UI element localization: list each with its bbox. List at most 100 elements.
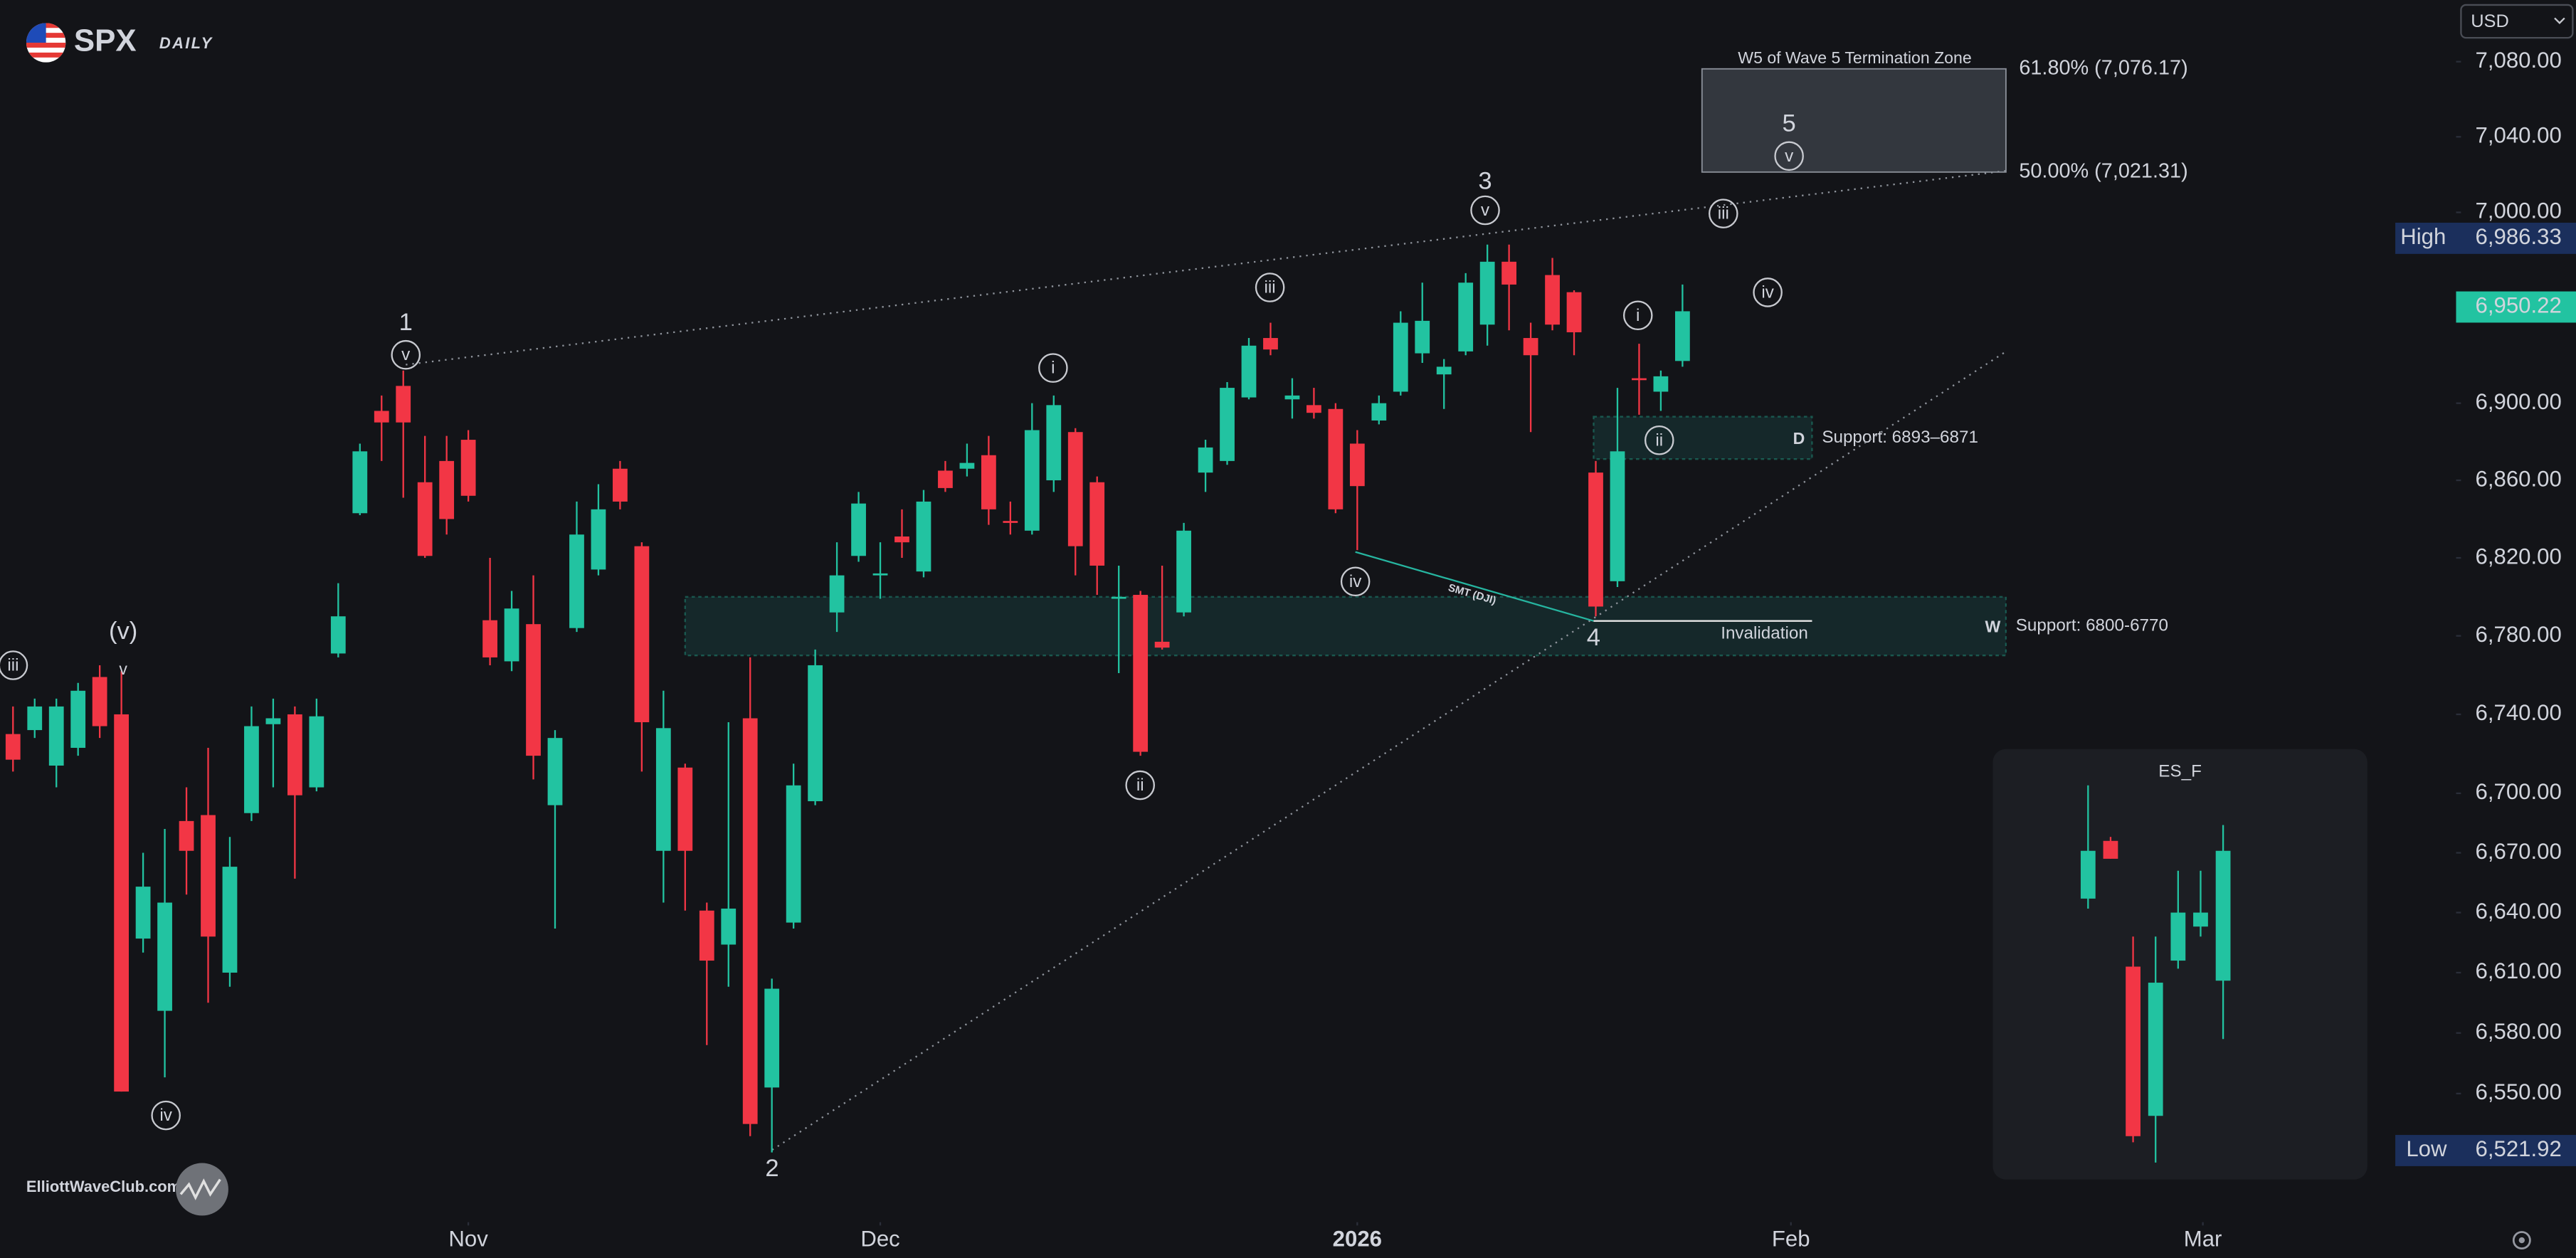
currency-box[interactable] bbox=[2460, 4, 2574, 39]
candle-body bbox=[2126, 966, 2140, 1136]
candle-body bbox=[808, 665, 823, 802]
candle-body bbox=[677, 767, 693, 851]
candle-body bbox=[504, 608, 519, 662]
candle-body bbox=[569, 534, 584, 628]
wave-circle bbox=[1470, 195, 1500, 226]
support-zone bbox=[684, 596, 2007, 657]
logo: SPX DAILY bbox=[26, 23, 213, 63]
candle-body bbox=[981, 455, 996, 509]
termination-zone bbox=[1701, 68, 2007, 173]
logo-subtitle: DAILY bbox=[159, 34, 213, 52]
candles-layer bbox=[5, 244, 1690, 1153]
wave-circle bbox=[1709, 199, 1738, 228]
candle-body bbox=[330, 616, 346, 654]
support-zone bbox=[1593, 416, 1813, 460]
candle-body bbox=[829, 575, 845, 613]
candle-body bbox=[894, 536, 909, 543]
candle-body bbox=[1501, 261, 1517, 285]
candle-body bbox=[1328, 408, 1344, 509]
candle-body bbox=[764, 988, 780, 1088]
candle-body bbox=[1133, 595, 1149, 752]
candle-body bbox=[1089, 482, 1105, 566]
candle-body bbox=[2170, 912, 2186, 961]
y-tick-label: 6,780.00 bbox=[2476, 622, 2562, 647]
candle-body bbox=[1003, 521, 1018, 523]
x-tick-label: Mar bbox=[2184, 1226, 2222, 1251]
candle-body bbox=[2148, 983, 2163, 1116]
candle-body bbox=[460, 440, 476, 496]
wave-label: v bbox=[119, 660, 127, 678]
settings-icon[interactable] bbox=[2512, 1231, 2531, 1249]
y-tick-label: 6,820.00 bbox=[2476, 544, 2562, 569]
inset-title: ES_F bbox=[2158, 761, 2202, 781]
wave-circle bbox=[1038, 353, 1068, 383]
currency-label[interactable]: USD bbox=[2471, 11, 2509, 31]
y-tick-label: 6,700.00 bbox=[2476, 779, 2562, 804]
wave-label: iii bbox=[7, 656, 19, 675]
watermark-wave bbox=[179, 1178, 221, 1200]
x-tick-label: Feb bbox=[1772, 1226, 1810, 1251]
y-tick-label: 6,670.00 bbox=[2476, 839, 2562, 864]
x-tick-label: Dec bbox=[860, 1226, 899, 1251]
candle-body bbox=[1566, 292, 1582, 332]
low-badge bbox=[2395, 1135, 2576, 1166]
wave-label: 4 bbox=[1587, 624, 1600, 651]
invalidation-note: Invalidation bbox=[1721, 624, 1808, 643]
wave-label: 3 bbox=[1478, 167, 1492, 194]
logo-flag bbox=[26, 23, 66, 63]
candle-body bbox=[1154, 641, 1170, 648]
zone-tag: W bbox=[1985, 617, 2001, 635]
candle-body bbox=[70, 690, 86, 749]
candle-body bbox=[1198, 447, 1213, 473]
candle-body bbox=[201, 815, 216, 937]
wave-label: iv bbox=[159, 1106, 172, 1125]
candle-body bbox=[2080, 850, 2096, 899]
candle-body bbox=[1479, 261, 1495, 325]
currency-selector[interactable]: USD bbox=[2460, 4, 2574, 39]
wave-circle bbox=[1340, 566, 1371, 597]
x-tick-label: 2026 bbox=[1333, 1226, 1382, 1251]
y-tick-label: 6,550.00 bbox=[2476, 1079, 2562, 1104]
candle-body bbox=[2215, 850, 2231, 981]
candle-body bbox=[417, 482, 433, 556]
candle-body bbox=[1111, 596, 1126, 599]
candle-body bbox=[1046, 405, 1062, 481]
candle-body bbox=[114, 714, 130, 1092]
last-price-label: 6,950.22 bbox=[2476, 293, 2562, 318]
candle-body bbox=[1545, 275, 1560, 325]
wave-label: iv bbox=[1349, 572, 1362, 591]
candle-body bbox=[721, 908, 737, 945]
candle-body bbox=[1610, 451, 1625, 581]
candle-body bbox=[547, 738, 563, 805]
y-tick-label: 6,740.00 bbox=[2476, 700, 2562, 725]
lines-layer bbox=[406, 169, 2007, 1151]
candle-body bbox=[851, 503, 866, 556]
wave-circle bbox=[0, 650, 28, 680]
candle-body bbox=[938, 470, 953, 488]
candle-body bbox=[309, 716, 324, 788]
candle-body bbox=[92, 677, 107, 726]
candle-body bbox=[526, 624, 541, 756]
termination-title: W5 of Wave 5 Termination Zone bbox=[1738, 48, 1971, 67]
candle-body bbox=[1241, 345, 1257, 398]
zone-tag: D bbox=[1793, 429, 1805, 448]
currency-chevron bbox=[2554, 17, 2565, 24]
high-badge bbox=[2395, 222, 2576, 254]
logo-title: SPX bbox=[74, 23, 137, 58]
candle-body bbox=[1371, 403, 1387, 421]
candle-body bbox=[916, 501, 931, 572]
candle-body bbox=[287, 714, 302, 796]
candle-body bbox=[222, 867, 238, 973]
candle-body bbox=[1674, 311, 1690, 361]
candle-body bbox=[352, 451, 368, 514]
wave-circle bbox=[391, 339, 421, 370]
candle-body bbox=[1284, 395, 1300, 400]
candle-body bbox=[742, 718, 758, 1124]
wave-label: 5 bbox=[1783, 110, 1796, 137]
wave-label: v bbox=[401, 345, 411, 364]
candle-body bbox=[786, 785, 801, 923]
candle-body bbox=[1067, 432, 1083, 546]
wave-circle bbox=[1644, 425, 1674, 455]
